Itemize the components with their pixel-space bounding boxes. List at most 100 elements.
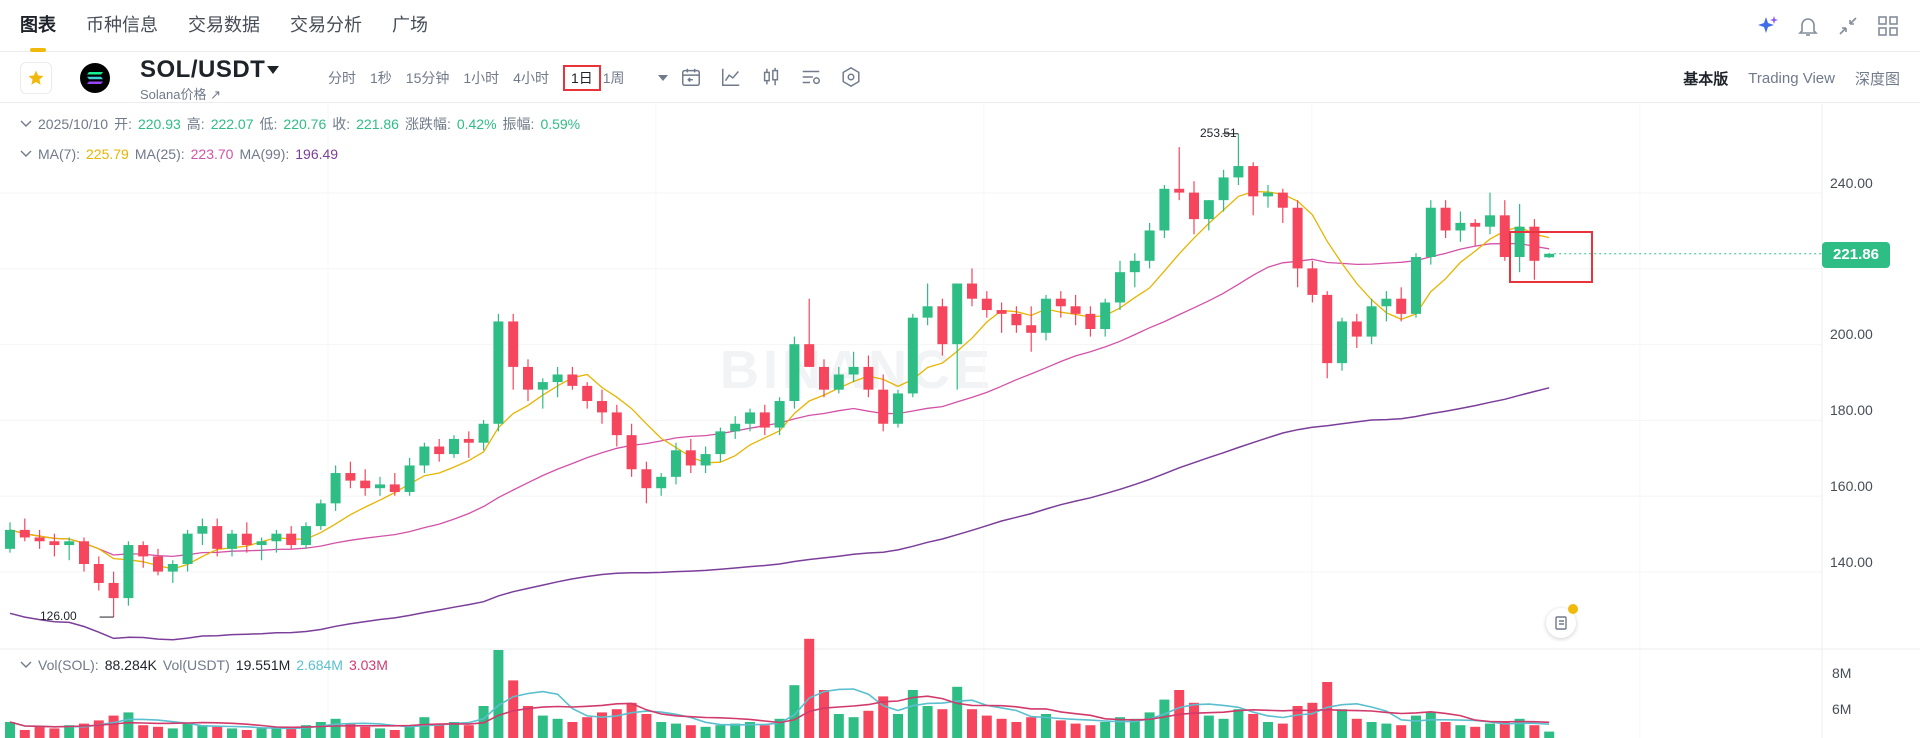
top-icons xyxy=(1740,14,1900,38)
calendar-icon[interactable] xyxy=(680,66,704,90)
price-tick: 200.00 xyxy=(1830,326,1873,342)
interval-4h[interactable]: 4小时 xyxy=(513,70,549,86)
volume-tick: 6M xyxy=(1832,701,1852,717)
volume-bar xyxy=(1263,722,1273,738)
notes-button[interactable] xyxy=(1546,604,1578,638)
tab-chart[interactable]: 图表 xyxy=(20,0,56,52)
vol-sol-label: Vol(SOL): xyxy=(38,657,99,673)
candle-body xyxy=(1292,207,1303,269)
gear-icon[interactable] xyxy=(840,66,864,90)
volume-bar xyxy=(1396,725,1407,738)
candle-body xyxy=(463,438,474,443)
chevron-down-icon[interactable] xyxy=(20,150,32,158)
tab-square[interactable]: 广场 xyxy=(392,15,428,35)
indicator-settings-icon[interactable] xyxy=(800,66,824,90)
tab-coin-info[interactable]: 币种信息 xyxy=(86,15,158,35)
candle-body xyxy=(1485,215,1495,227)
candle-body xyxy=(286,533,297,546)
candle-body xyxy=(967,283,977,299)
volume-bar xyxy=(952,686,963,738)
coin-subtitle-link[interactable]: Solana价格 ↗ xyxy=(140,87,221,102)
chevron-down-icon[interactable] xyxy=(20,661,32,669)
volume-bar xyxy=(1470,726,1481,738)
volume-bar xyxy=(552,718,563,738)
layout-grid-icon[interactable] xyxy=(1876,14,1900,38)
volume-bar xyxy=(1041,714,1051,738)
candle-body xyxy=(1011,313,1022,326)
volume-bar xyxy=(1085,725,1096,738)
candle-body xyxy=(893,393,903,424)
open-value: 220.93 xyxy=(137,116,181,132)
candle-body xyxy=(819,366,829,390)
volume-bar xyxy=(893,714,903,738)
candle-body xyxy=(1026,325,1037,333)
volume-bar xyxy=(256,728,267,738)
volume-bar xyxy=(863,710,874,738)
favorite-button[interactable] xyxy=(20,62,52,94)
volume-bar xyxy=(1011,722,1022,738)
ma25-label: MA(25): xyxy=(134,146,185,162)
interval-1d[interactable]: 1日 xyxy=(562,65,601,91)
interval-timeline[interactable]: 分时 xyxy=(328,70,356,86)
change-label: 涨跌幅: xyxy=(404,116,451,132)
candlestick-chart[interactable] xyxy=(0,104,1920,738)
volume-bar xyxy=(493,650,504,738)
candle-body xyxy=(1440,207,1451,231)
volume-bar xyxy=(774,718,785,738)
candle-body xyxy=(700,454,711,466)
bell-icon[interactable] xyxy=(1796,14,1820,38)
volume-bar xyxy=(315,722,326,738)
volume-bar xyxy=(419,717,430,738)
interval-15m[interactable]: 15分钟 xyxy=(405,70,450,86)
candle-body xyxy=(745,412,755,424)
collapse-icon[interactable] xyxy=(1836,14,1860,38)
candlestick-icon[interactable] xyxy=(760,66,784,90)
tab-trading-data[interactable]: 交易数据 xyxy=(188,15,260,35)
view-basic[interactable]: 基本版 xyxy=(1683,70,1729,88)
candle-body xyxy=(1218,177,1229,201)
candle-body xyxy=(1425,207,1436,258)
candle-body xyxy=(49,541,60,546)
chevron-down-icon[interactable] xyxy=(20,120,32,128)
volume-bar xyxy=(848,717,859,738)
chart-area[interactable]: BINANCE 2025/10/10 开: 220.93 高: 222.07 低: 2… xyxy=(0,104,1920,738)
candle-body xyxy=(19,529,30,538)
candle-body xyxy=(759,412,770,428)
volume-bar xyxy=(1218,718,1229,738)
volume-bar xyxy=(597,712,607,738)
volume-tick: 8M xyxy=(1832,665,1852,681)
volume-bar xyxy=(404,725,415,738)
low-value: 220.76 xyxy=(283,116,327,132)
volume-bar xyxy=(1440,722,1451,738)
view-tradingview[interactable]: Trading View xyxy=(1748,69,1835,87)
interval-1s[interactable]: 1秒 xyxy=(370,70,392,86)
candle-body xyxy=(685,450,696,466)
line-chart-icon[interactable] xyxy=(720,66,744,90)
volume-bar xyxy=(715,725,726,738)
interval-1w[interactable]: 1周 xyxy=(602,70,625,86)
vol-ma-long-value: 3.03M xyxy=(348,657,388,673)
pair-title[interactable]: SOL/USDT xyxy=(140,56,266,83)
candle-body xyxy=(1115,272,1125,303)
ai-sparkle-icon[interactable] xyxy=(1756,14,1780,38)
interval-more-icon[interactable] xyxy=(657,74,669,82)
vol-usdt-value: 19.551M xyxy=(235,657,291,673)
interval-1h[interactable]: 1小时 xyxy=(463,70,500,86)
candle-body xyxy=(64,541,75,546)
volume-bar xyxy=(138,725,149,738)
volume-bar xyxy=(1337,709,1347,738)
volume-bar xyxy=(1351,718,1362,738)
view-depth[interactable]: 深度图 xyxy=(1854,70,1900,88)
top-nav: 图表 币种信息 交易数据 交易分析 广场 xyxy=(0,0,1920,52)
note-icon xyxy=(1555,616,1567,630)
volume-bar xyxy=(1159,699,1170,738)
caret-down-icon[interactable] xyxy=(266,65,280,75)
candle-body xyxy=(34,537,45,542)
candle-body xyxy=(345,473,356,481)
volume-bar xyxy=(967,709,977,738)
volume-bar xyxy=(759,725,770,738)
volume-bar xyxy=(330,718,341,738)
candle-body xyxy=(419,446,430,466)
candle-body xyxy=(1248,166,1259,197)
tab-trading-analysis[interactable]: 交易分析 xyxy=(290,15,362,35)
